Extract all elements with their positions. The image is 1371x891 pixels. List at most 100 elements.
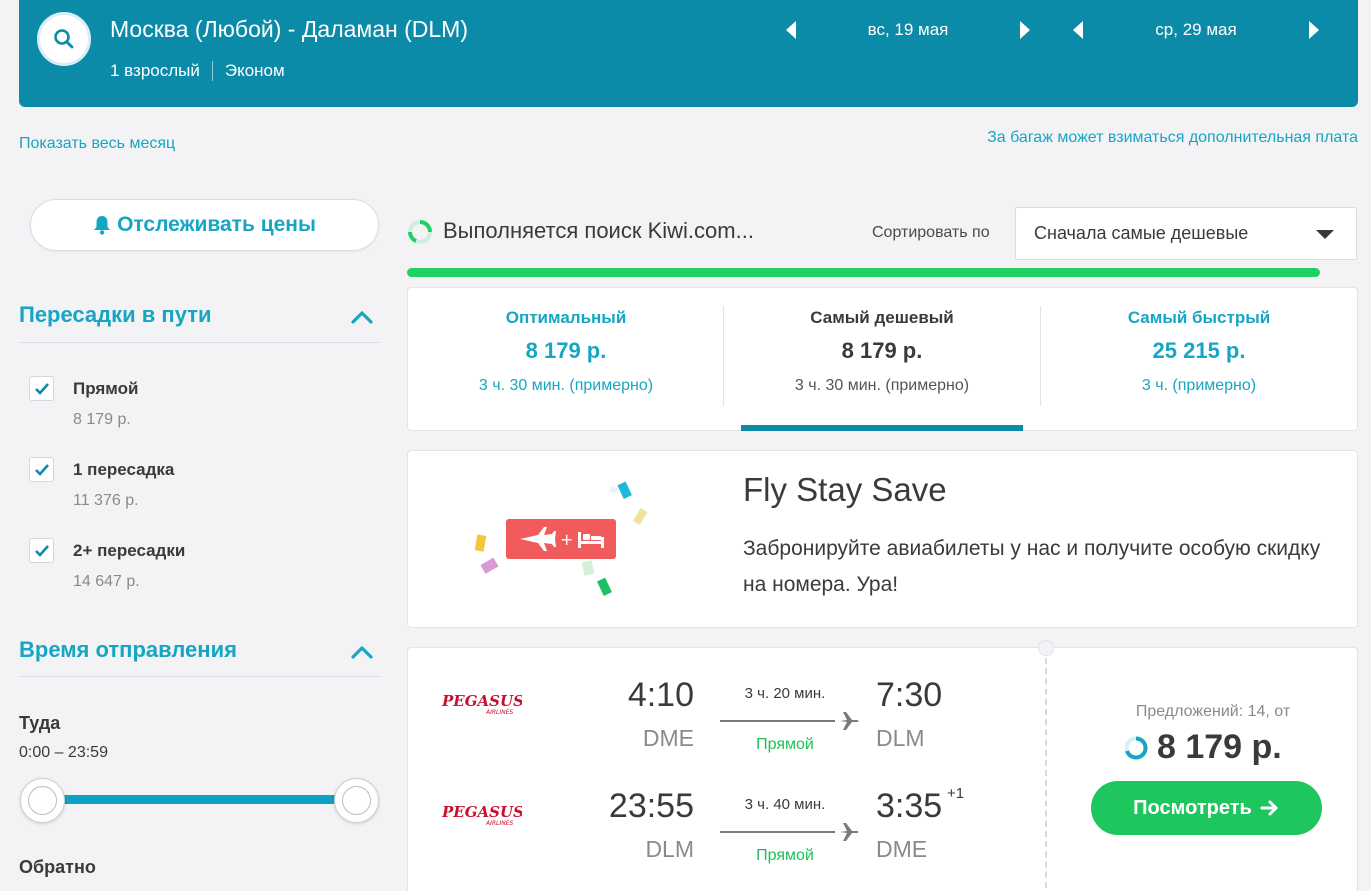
return-arrival-time: 3:35 (876, 787, 943, 825)
caret-left-icon (786, 21, 796, 39)
tab-duration: 3 ч. 30 мин. (примерно) (478, 377, 654, 394)
outbound-arrival-airport: DLM (876, 725, 925, 751)
flight-path-line (720, 720, 835, 722)
outbound-departure-airport: DME (642, 725, 694, 751)
divider (723, 306, 724, 406)
plane-icon (840, 712, 859, 730)
depart-next-date-button[interactable] (1013, 18, 1037, 42)
caret-right-icon (1309, 21, 1319, 39)
divider (19, 342, 380, 343)
next-day-indicator: +1 (947, 785, 965, 802)
outbound-stops: Прямой (756, 736, 814, 753)
outbound-duration: 3 ч. 20 мин. (744, 685, 826, 702)
sort-label: Сортировать по (872, 224, 990, 241)
stops-option-label: Прямой (73, 379, 139, 398)
outbound-time-range: 0:00 – 23:59 (19, 744, 108, 761)
cabin-class: Эконом (224, 61, 285, 80)
search-summary-bar[interactable]: Москва (Любой) - Даламан (DLM) 1 взрослы… (19, 0, 1358, 107)
promo-title: Fly Stay Save (743, 471, 947, 508)
flight-path-line (720, 831, 835, 833)
divider (1040, 306, 1041, 406)
tab-price: 8 179 р. (841, 338, 923, 363)
loading-spinner-icon (408, 220, 432, 244)
outbound-time-slider[interactable] (42, 795, 356, 804)
stops-option-price: 14 647 р. (73, 573, 140, 590)
search-status-text: Выполняется поиск Kiwi.com... (443, 218, 754, 243)
return-date[interactable]: ср, 29 мая (1155, 20, 1237, 39)
pegasus-airline-logo-icon: PEGASUS AIRLINES (442, 803, 522, 827)
slider-max-handle[interactable] (334, 778, 379, 823)
stops-option-price: 11 376 р. (73, 492, 139, 509)
stops-one-checkbox[interactable] (29, 457, 54, 482)
return-departure-airport: DLM (645, 836, 694, 862)
return-next-date-button[interactable] (1302, 18, 1326, 42)
pegasus-airline-logo-icon: PEGASUS AIRLINES (442, 692, 522, 716)
svg-text:AIRLINES: AIRLINES (485, 820, 513, 827)
offers-count: Предложений: 14, от (1135, 703, 1291, 720)
baggage-fee-link[interactable]: За багаж может взиматься дополнительная … (987, 129, 1358, 146)
checkmark-icon (34, 544, 49, 557)
arrow-right-icon (1260, 800, 1278, 816)
return-prev-date-button[interactable] (1066, 18, 1090, 42)
stops-filter-title[interactable]: Пересадки в пути (19, 302, 212, 327)
stops-option-price: 8 179 р. (73, 411, 131, 428)
flight-hotel-illustration-icon: + (474, 481, 648, 596)
search-icon (54, 29, 74, 49)
sort-selected-value: Сначала самые дешевые (1034, 223, 1249, 243)
slider-min-handle[interactable] (20, 778, 65, 823)
sort-dropdown[interactable]: Сначала самые дешевые (1015, 207, 1357, 260)
svg-text:PEGASUS: PEGASUS (442, 692, 522, 710)
outbound-departure-time: 4:10 (627, 676, 694, 714)
checkmark-icon (34, 382, 49, 395)
stops-direct-checkbox[interactable] (29, 376, 54, 401)
track-prices-button[interactable]: Отслеживать цены (30, 199, 379, 251)
return-departure-time: 23:55 (608, 787, 694, 825)
tab-price: 25 215 р. (1152, 338, 1246, 363)
flight-price: 8 179 р. (1123, 728, 1282, 767)
return-arrival-airport: DME (876, 836, 928, 862)
promo-description: Забронируйте авиабилеты у нас и получите… (743, 537, 1321, 596)
tab-duration: 3 ч. (примерно) (1141, 377, 1257, 394)
result-sort-tabs: Оптимальный 8 179 р. 3 ч. 30 мин. (приме… (407, 287, 1358, 431)
svg-text:AIRLINES: AIRLINES (485, 709, 513, 716)
depart-date[interactable]: вс, 19 мая (867, 20, 949, 39)
chevron-up-icon[interactable] (350, 644, 374, 660)
tab-title: Самый быстрый (1127, 308, 1271, 327)
return-time-label: Обратно (19, 857, 96, 877)
passengers-count: 1 взрослый (110, 61, 200, 80)
return-date-nav: ср, 29 мая (1066, 18, 1326, 42)
flight-price-value: 8 179 р. (1157, 728, 1282, 766)
caret-down-icon (1316, 230, 1334, 239)
divider (19, 676, 380, 677)
stops-option-label: 2+ пересадки (73, 541, 186, 560)
departure-time-filter-title[interactable]: Время отправления (19, 637, 237, 662)
depart-date-nav: вс, 19 мая (779, 18, 1037, 42)
fly-stay-save-banner[interactable]: + Fly Stay Save Забронируйте авиабилеты … (407, 450, 1358, 628)
tab-fastest[interactable]: Самый быстрый 25 215 р. 3 ч. (примерно) (1041, 288, 1357, 431)
view-flight-label: Посмотреть (1133, 796, 1252, 819)
stops-option-label: 1 пересадка (73, 460, 175, 479)
tab-title: Самый дешевый (810, 308, 954, 327)
route-title: Москва (Любой) - Даламан (DLM) (110, 16, 468, 42)
divider (1045, 648, 1047, 891)
tab-cheapest[interactable]: Самый дешевый 8 179 р. 3 ч. 30 мин. (при… (724, 288, 1040, 431)
show-month-link[interactable]: Показать весь месяц (19, 135, 176, 152)
depart-prev-date-button[interactable] (779, 18, 803, 42)
tab-optimal[interactable]: Оптимальный 8 179 р. 3 ч. 30 мин. (приме… (408, 288, 724, 431)
tab-duration: 3 ч. 30 мин. (примерно) (794, 377, 970, 394)
svg-text:PEGASUS: PEGASUS (442, 803, 522, 821)
tab-price: 8 179 р. (525, 338, 607, 363)
view-flight-button[interactable]: Посмотреть (1091, 781, 1322, 835)
svg-text:+: + (560, 530, 573, 549)
active-tab-indicator (741, 425, 1023, 431)
ticket-notch (1038, 640, 1054, 656)
flight-result-card[interactable]: PEGASUS AIRLINES 4:10 DME 3 ч. 20 мин. П… (407, 640, 1358, 891)
return-stops: Прямой (756, 847, 814, 864)
search-button[interactable] (37, 12, 91, 66)
stops-two-plus-checkbox[interactable] (29, 538, 54, 563)
return-duration: 3 ч. 40 мин. (744, 796, 826, 813)
outbound-time-label: Туда (19, 713, 61, 733)
plane-icon (840, 823, 859, 841)
caret-right-icon (1020, 21, 1030, 39)
chevron-up-icon[interactable] (350, 309, 374, 325)
